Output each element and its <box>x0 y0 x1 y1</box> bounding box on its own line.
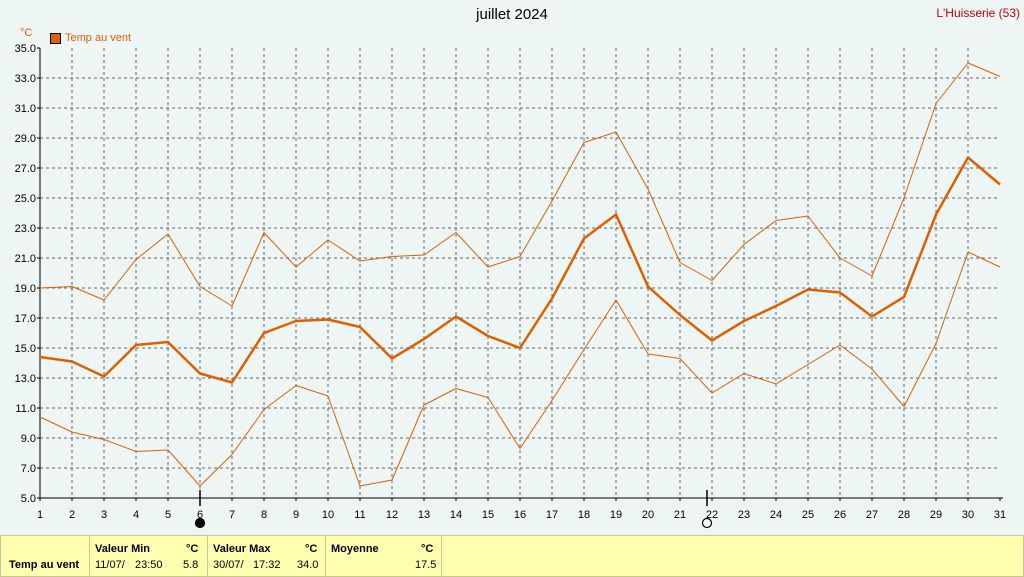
y-tick-label: 25.0 <box>15 193 36 205</box>
x-tick-label: 9 <box>293 509 299 521</box>
x-tick-label: 25 <box>802 509 814 521</box>
x-tick-label: 8 <box>261 509 267 521</box>
legend-swatch <box>50 32 61 44</box>
y-tick-label: 33.0 <box>15 73 36 85</box>
x-tick-label: 17 <box>546 509 558 521</box>
x-tick-label: 1 <box>37 509 43 521</box>
x-tick-label: 20 <box>642 509 654 521</box>
station-location: L'Huisserie (53) <box>936 6 1020 20</box>
full-moon-icon <box>701 517 713 529</box>
x-tick-label: 18 <box>578 509 590 521</box>
x-tick-label: 21 <box>674 509 686 521</box>
x-tick-label: 19 <box>610 509 622 521</box>
chart-grid <box>40 48 1000 498</box>
temperature-chart: 5.0 7.0 9.0 11.0 13.0 15.0 17.0 19.0 21.0 23.0 25.… <box>15 43 1007 529</box>
y-tick-label: 35.0 <box>15 43 36 55</box>
chart-title: juillet 2024 <box>476 6 548 23</box>
stats-min-value: 5.8 <box>183 559 199 571</box>
y-tick-label: 27.0 <box>15 163 36 175</box>
stats-panel: Temp au vent Valeur Min °C 11/07/ 23:50 … <box>0 535 1024 577</box>
x-tick-label: 5 <box>165 509 171 521</box>
chart-tick-labels: 5.0 7.0 9.0 11.0 13.0 15.0 17.0 19.0 21.0 23.0 25.… <box>15 43 1007 521</box>
x-tick-label: 29 <box>930 509 942 521</box>
stats-max-header: Valeur Max <box>213 543 271 555</box>
stats-row-label: Temp au vent <box>9 559 80 571</box>
y-tick-label: 5.0 <box>21 493 36 505</box>
series-line-mean <box>39 156 1001 384</box>
moon-phase-markers <box>194 490 713 529</box>
y-tick-label: 23.0 <box>15 223 36 235</box>
x-tick-label: 12 <box>386 509 398 521</box>
y-tick-label: 19.0 <box>15 283 36 295</box>
x-tick-label: 3 <box>101 509 107 521</box>
stats-max-unit: °C <box>305 543 318 555</box>
y-tick-label: 11.0 <box>15 403 36 415</box>
x-tick-label: 16 <box>514 509 526 521</box>
y-tick-label: 21.0 <box>15 253 36 265</box>
stats-min-date: 11/07/ <box>95 559 125 571</box>
stats-min-time: 23:50 <box>135 559 163 571</box>
new-moon-icon <box>194 517 206 529</box>
x-tick-label: 23 <box>738 509 750 521</box>
legend-label: Temp au vent <box>65 32 132 44</box>
y-tick-label: 15.0 <box>15 343 36 355</box>
stats-min-header: Valeur Min <box>95 543 151 555</box>
x-tick-label: 4 <box>133 509 139 521</box>
series-line-max <box>39 62 1001 307</box>
x-tick-label: 28 <box>898 509 910 521</box>
x-tick-label: 27 <box>866 509 878 521</box>
y-tick-label: 29.0 <box>15 133 36 145</box>
y-tick-label: 13.0 <box>15 373 36 385</box>
stats-max-date: 30/07/ <box>213 559 244 571</box>
stats-avg-header: Moyenne <box>331 543 379 555</box>
x-tick-label: 15 <box>482 509 494 521</box>
chart-series <box>39 62 1001 487</box>
y-tick-label: 7.0 <box>21 463 36 475</box>
series-line-min <box>39 251 1001 487</box>
chart-legend: Temp au vent <box>50 32 131 44</box>
x-tick-label: 10 <box>322 509 334 521</box>
x-tick-label: 30 <box>962 509 974 521</box>
x-tick-label: 2 <box>69 509 75 521</box>
stats-avg-value: 17.5 <box>415 559 437 571</box>
stats-min-unit: °C <box>186 543 199 555</box>
x-tick-label: 24 <box>770 509 782 521</box>
stats-max-value: 34.0 <box>297 559 319 571</box>
y-tick-label: 31.0 <box>15 103 36 115</box>
x-tick-label: 26 <box>834 509 846 521</box>
stats-max-time: 17:32 <box>253 559 281 571</box>
x-tick-label: 31 <box>994 509 1006 521</box>
x-tick-label: 7 <box>229 509 235 521</box>
y-tick-label: 17.0 <box>15 313 36 325</box>
x-tick-label: 11 <box>354 509 365 521</box>
x-tick-label: 22 <box>706 509 718 521</box>
x-tick-label: 6 <box>197 509 203 521</box>
x-tick-label: 13 <box>418 509 430 521</box>
y-axis-unit: °C <box>20 27 33 39</box>
x-tick-label: 14 <box>450 509 462 521</box>
stats-avg-unit: °C <box>421 543 434 555</box>
y-tick-label: 9.0 <box>21 433 36 445</box>
